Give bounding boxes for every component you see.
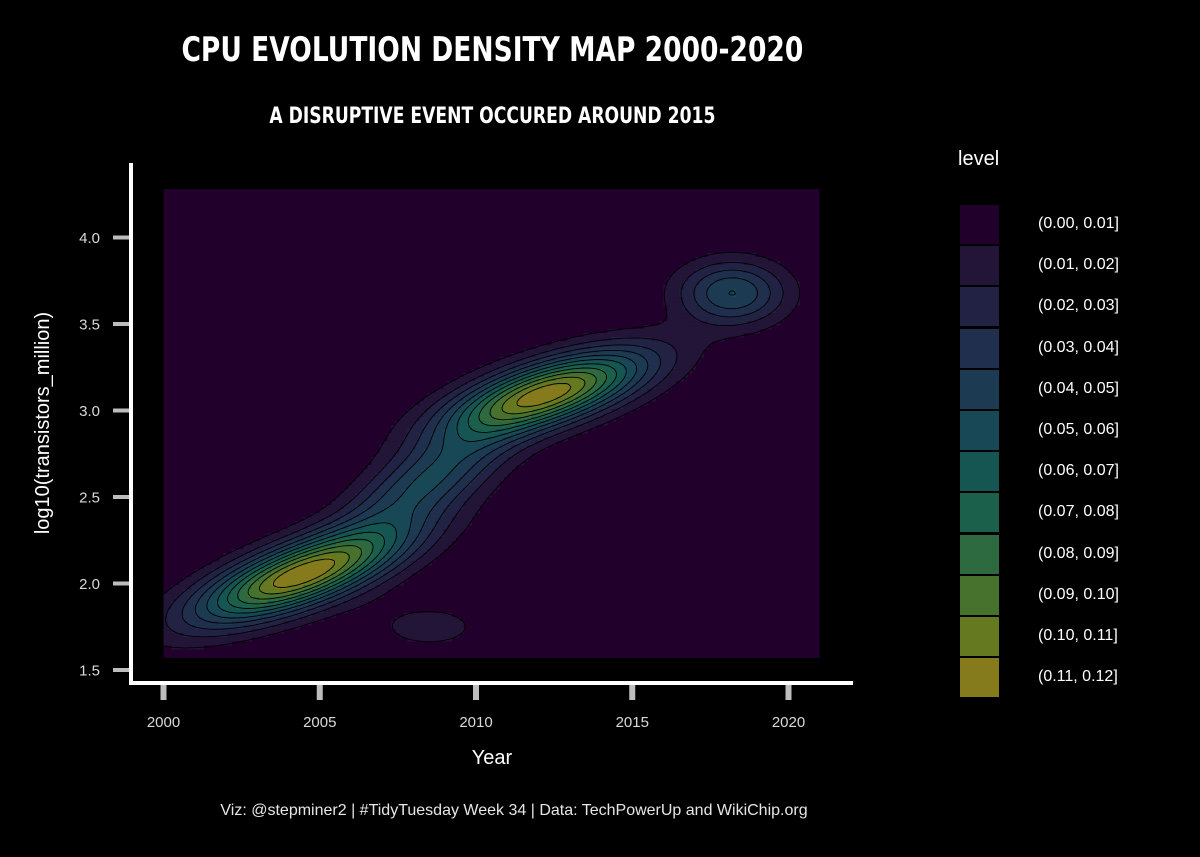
y-tick-label: 2.5 [79, 490, 100, 507]
x-tick-label: 2015 [616, 714, 649, 731]
y-tick-label: 3.5 [79, 317, 100, 334]
x-tick-label: 2005 [303, 714, 336, 731]
y-axis-label: log10(transistors_million) [32, 312, 54, 534]
chart-subtitle: A DISRUPTIVE EVENT OCCURED AROUND 2015 [269, 104, 716, 129]
chart-title: CPU EVOLUTION DENSITY MAP 2000-2020 [181, 30, 804, 70]
legend-label: (0.07, 0.08] [1038, 503, 1119, 521]
x-tick-label: 2000 [147, 714, 180, 731]
legend-key [960, 328, 999, 368]
legend-label: (0.08, 0.09] [1038, 544, 1119, 562]
contour-lines [163, 252, 801, 649]
legend-key [960, 616, 999, 656]
x-tick-label: 2020 [772, 714, 805, 731]
x-axis-label: Year [472, 747, 513, 769]
legend-label: (0.09, 0.10] [1038, 585, 1119, 603]
legend-title: level [958, 148, 1000, 170]
caption: Viz: @stepminer2 | #TidyTuesday Week 34 … [220, 802, 808, 819]
legend-label: (0.04, 0.05] [1038, 379, 1119, 397]
legend-key [960, 205, 999, 244]
legend-label: (0.11, 0.12] [1038, 668, 1118, 686]
legend-key [960, 575, 999, 615]
y-tick-label: 4.0 [79, 230, 100, 247]
legend-key [960, 287, 999, 327]
legend-label: (0.05, 0.06] [1038, 420, 1119, 438]
legend-key [960, 246, 999, 286]
legend-label: (0.01, 0.02] [1038, 256, 1119, 274]
legend-label: (0.10, 0.11] [1038, 626, 1118, 644]
legend-key [960, 369, 999, 409]
legend-key [960, 658, 999, 698]
legend-key [960, 534, 999, 574]
legend-key [960, 452, 999, 492]
y-tick-label: 2.0 [79, 576, 100, 593]
x-tick-label: 2010 [459, 714, 492, 731]
legend-key [960, 493, 999, 533]
legend-label: (0.03, 0.04] [1038, 338, 1119, 356]
legend-label: (0.06, 0.07] [1038, 462, 1119, 480]
legend-label: (0.00, 0.01] [1038, 215, 1119, 232]
legend-key [960, 410, 999, 450]
legend-label: (0.02, 0.03] [1038, 297, 1119, 315]
y-tick-label: 3.0 [79, 403, 100, 420]
y-tick-label: 1.5 [79, 663, 100, 680]
